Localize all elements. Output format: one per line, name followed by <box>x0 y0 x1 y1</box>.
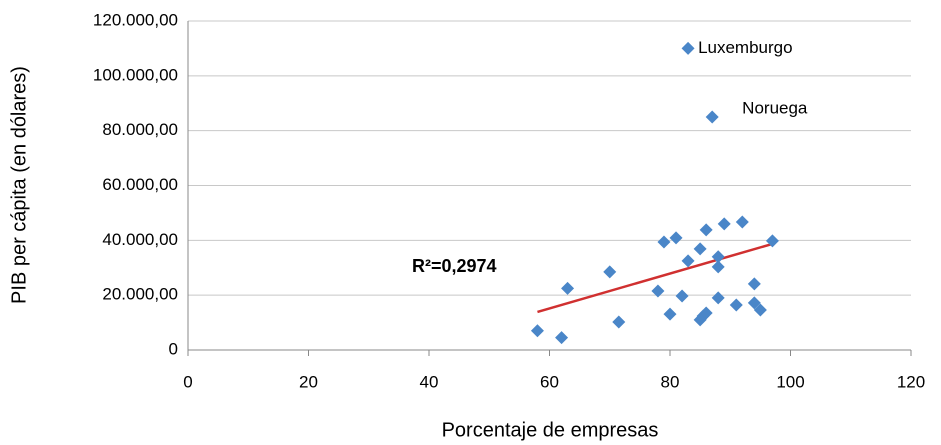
y-tick-label: 80.000,00 <box>102 120 178 139</box>
point <box>561 281 575 295</box>
x-tick-label: 0 <box>183 372 192 391</box>
y-tick-label: 60.000,00 <box>102 175 178 194</box>
point <box>669 231 683 245</box>
point <box>765 234 779 248</box>
point <box>612 315 626 329</box>
point <box>663 307 677 321</box>
x-tick-label: 40 <box>420 372 439 391</box>
point <box>555 331 569 345</box>
x-tick-label: 60 <box>540 372 559 391</box>
point <box>675 289 689 303</box>
x-axis-title: Porcentaje de empresas <box>442 419 659 441</box>
point <box>747 296 761 310</box>
trendline <box>537 242 773 314</box>
point <box>729 298 743 312</box>
x-tick-label: 80 <box>661 372 680 391</box>
point-label: Noruega <box>742 98 808 117</box>
y-tick-label: 120.000,00 <box>93 10 178 29</box>
r-squared: R²=0,2974 <box>412 256 497 276</box>
x-tick-label: 100 <box>776 372 804 391</box>
point <box>735 215 749 229</box>
point <box>699 223 713 237</box>
point <box>651 284 665 298</box>
x-tick-label: 120 <box>897 372 925 391</box>
point <box>747 277 761 291</box>
point <box>681 254 695 268</box>
point <box>603 265 617 279</box>
point <box>753 303 767 317</box>
point-label: Luxemburgo <box>698 38 793 57</box>
y-tick-label: 40.000,00 <box>102 230 178 249</box>
y-tick-label: 100.000,00 <box>93 65 178 84</box>
point <box>711 291 725 305</box>
x-tick-label: 20 <box>299 372 318 391</box>
point <box>699 306 713 320</box>
point <box>530 324 544 338</box>
y-tick-label: 0 <box>169 339 178 358</box>
point <box>705 110 719 124</box>
point <box>717 217 731 231</box>
point <box>657 235 671 249</box>
point <box>711 260 725 274</box>
point <box>711 250 725 264</box>
y-axis-title: PIB per cápita (en dólares) <box>8 66 30 304</box>
y-tick-label: 20.000,00 <box>102 285 178 304</box>
point <box>693 242 707 256</box>
point <box>681 41 695 55</box>
